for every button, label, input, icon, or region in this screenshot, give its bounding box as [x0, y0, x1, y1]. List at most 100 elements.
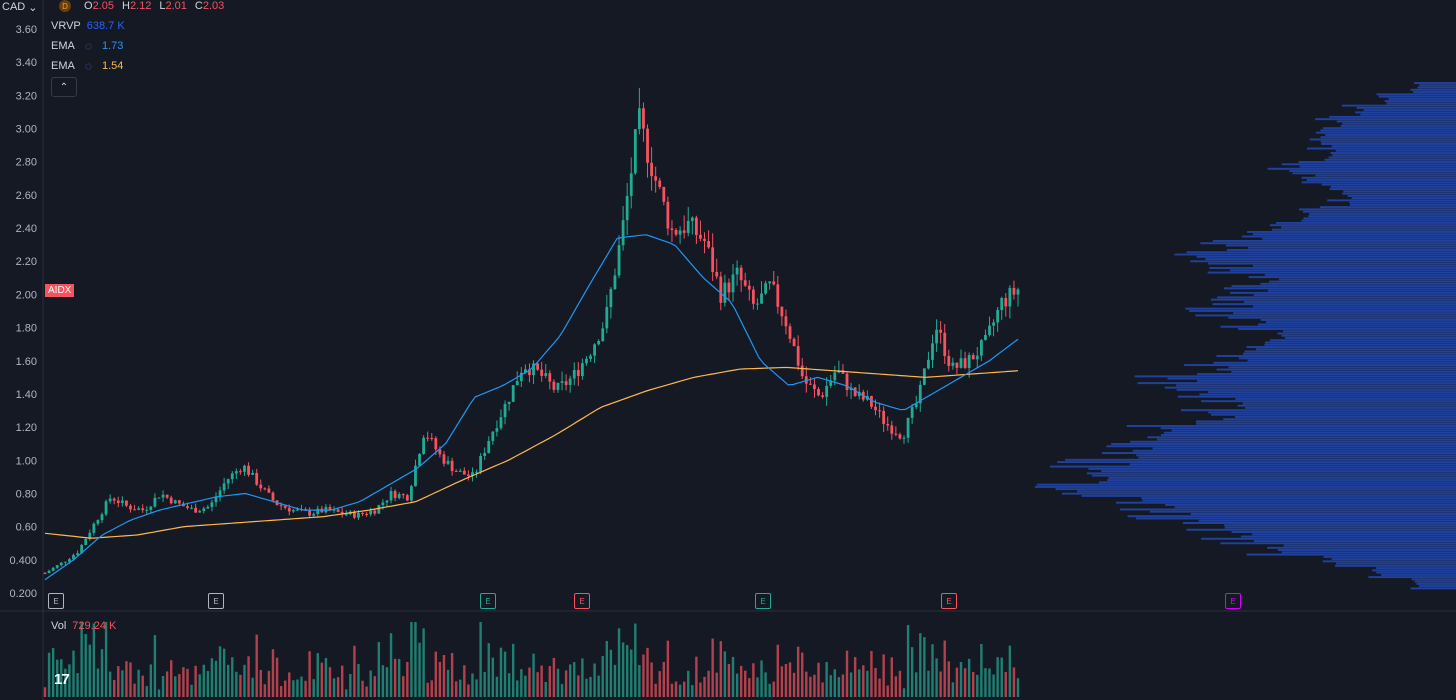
candle-body — [703, 238, 706, 241]
volume-profile-row — [1322, 560, 1456, 563]
earnings-badge[interactable]: E — [1225, 593, 1241, 609]
candle-body — [100, 514, 104, 521]
volume-bar — [919, 633, 922, 697]
volume-profile-row — [1329, 188, 1456, 191]
candle-body — [104, 501, 108, 515]
price-tick-label: 3.40 — [16, 57, 37, 69]
volume-bar — [817, 662, 820, 697]
volume-profile-row — [1351, 197, 1456, 200]
candle-body — [491, 431, 495, 441]
tradingview-logo[interactable]: 17 — [54, 671, 70, 688]
volume-profile-row — [1386, 102, 1456, 105]
volume-profile-row — [1247, 230, 1456, 233]
volume-profile-row — [1034, 485, 1456, 488]
candle-body — [369, 510, 373, 515]
candle-body — [975, 355, 979, 360]
earnings-badge[interactable]: E — [941, 593, 957, 609]
volume-bar — [279, 686, 283, 697]
volume-bar — [125, 661, 128, 697]
price-tick-label: 1.60 — [16, 356, 37, 368]
volume-bar — [524, 675, 527, 697]
earnings-badge[interactable]: E — [208, 593, 224, 609]
earnings-badge[interactable]: E — [48, 593, 64, 609]
price-tick-label: 0.200 — [9, 588, 37, 600]
volume-bar — [296, 679, 299, 697]
volume-bar — [239, 674, 242, 697]
legend-vrvp[interactable]: VRVP 638.7 K — [51, 18, 125, 34]
volume-bar — [104, 622, 108, 697]
volume-profile-row — [1231, 370, 1456, 373]
earnings-badge[interactable]: E — [480, 593, 496, 609]
candle-body — [414, 465, 417, 487]
volume-bar — [796, 646, 800, 697]
volume-bar — [915, 672, 918, 697]
volume-bar — [821, 682, 824, 697]
collapse-legend-button[interactable]: ⌃ — [51, 77, 77, 97]
volume-profile-row — [1283, 330, 1456, 333]
candle-body — [796, 346, 800, 366]
volume-bar — [96, 668, 100, 697]
open-value: 2.05 — [92, 0, 114, 12]
candle-body — [72, 555, 75, 560]
volume-profile-row — [1292, 172, 1456, 175]
candle-body — [450, 460, 454, 472]
candle-body — [332, 509, 336, 511]
volume-bar — [422, 628, 425, 697]
volume-profile-row — [1301, 181, 1456, 184]
volume-profile-row — [1208, 262, 1456, 265]
volume-bar — [760, 660, 763, 697]
candle-body — [397, 494, 401, 499]
legend-ema-slow[interactable]: EMA ◌ 1.54 — [51, 58, 123, 74]
volume-bar — [654, 683, 657, 697]
volume-profile-row — [1176, 388, 1456, 391]
volume-bar — [780, 666, 784, 697]
volume-bar — [300, 676, 303, 697]
candle-body — [560, 381, 564, 383]
candle-body — [462, 470, 466, 475]
volume-profile-row — [1378, 95, 1456, 98]
candle-body — [129, 505, 132, 510]
currency-selector[interactable]: CAD ⌄ — [2, 0, 37, 14]
candle-body — [51, 567, 55, 571]
candle-body — [1012, 287, 1016, 295]
volume-bar — [475, 679, 478, 697]
candle-body — [186, 506, 189, 509]
volume-legend[interactable]: Vol 729.24 K — [51, 620, 116, 632]
volume-bar — [357, 664, 360, 697]
volume-profile-row — [1247, 359, 1456, 362]
volume-bar — [805, 671, 808, 697]
volume-bar — [247, 656, 250, 697]
volume-bar — [377, 642, 381, 697]
volume-bar — [288, 672, 291, 697]
volume-bar — [174, 676, 177, 697]
volume-profile-row — [1160, 434, 1456, 436]
volume-bar — [833, 669, 836, 697]
volume-bar — [178, 674, 181, 697]
volume-bar — [1000, 657, 1003, 697]
volume-profile-row — [1252, 305, 1456, 308]
price-axis[interactable]: 3.60 3.40 3.20 3.00 2.80 2.60 2.40 2.20 2.00 1.80… — [9, 24, 37, 600]
candle-body — [255, 472, 259, 485]
volume-profile-row — [1101, 470, 1456, 473]
volume-profile-row — [1308, 215, 1456, 218]
volume-profile-row — [1275, 221, 1456, 224]
candle-body — [153, 497, 157, 507]
candle-body — [214, 497, 218, 503]
volume-profile-row — [1235, 397, 1456, 400]
volume-profile-row — [1323, 555, 1456, 558]
price-tick-label: 1.80 — [16, 323, 37, 335]
volume-profile-row — [1127, 515, 1456, 518]
volume-bar — [630, 649, 633, 697]
volume-bar — [361, 680, 364, 697]
legend-ema-fast[interactable]: EMA ◌ 1.73 — [51, 38, 123, 54]
earnings-badge[interactable]: E — [574, 593, 590, 609]
volume-profile-row — [1207, 391, 1456, 394]
volume-bar — [853, 657, 857, 697]
volume-bar — [349, 674, 352, 697]
candle-body — [340, 511, 344, 515]
volume-profile-row — [1319, 206, 1456, 209]
earnings-badge[interactable]: E — [755, 593, 771, 609]
interval-badge[interactable]: D — [59, 0, 71, 12]
volume-bar — [577, 675, 580, 697]
